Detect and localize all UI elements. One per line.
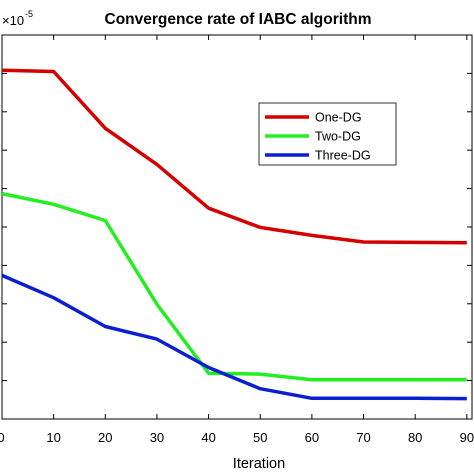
- legend-label-one-dg: One-DG: [315, 111, 362, 125]
- axis-ticks: 0 10 20 30 40 50 60 70 80 90: [0, 34, 474, 445]
- x-tick-label: 60: [305, 430, 319, 445]
- series-line-three-dg: [1, 273, 467, 401]
- x-tick-label: 70: [356, 430, 370, 445]
- x-tick-label: 20: [98, 430, 112, 445]
- chart-title: Convergence rate of IABC algorithm: [105, 11, 372, 28]
- series-line-two-dg: [1, 191, 467, 382]
- series-lines: [1, 68, 467, 401]
- y-exponent-base: ×10: [2, 13, 24, 28]
- series-line-one-dg: [1, 68, 467, 245]
- x-axis-label: Iteration: [233, 456, 285, 472]
- x-tick-label: 30: [150, 430, 164, 445]
- x-tick-label: 50: [253, 430, 267, 445]
- y-exponent-label: ×10 -5: [2, 9, 33, 28]
- legend-label-two-dg: Two-DG: [315, 130, 361, 144]
- legend-label-three-dg: Three-DG: [315, 149, 371, 163]
- x-tick-label: 40: [201, 430, 215, 445]
- x-tick-label: 90: [460, 430, 474, 445]
- x-tick-label: 10: [46, 430, 60, 445]
- legend: One-DG Two-DG Three-DG: [258, 102, 397, 166]
- x-tick-label: 80: [408, 430, 422, 445]
- y-exponent-power: -5: [25, 9, 33, 19]
- x-tick-label: 0: [0, 430, 5, 445]
